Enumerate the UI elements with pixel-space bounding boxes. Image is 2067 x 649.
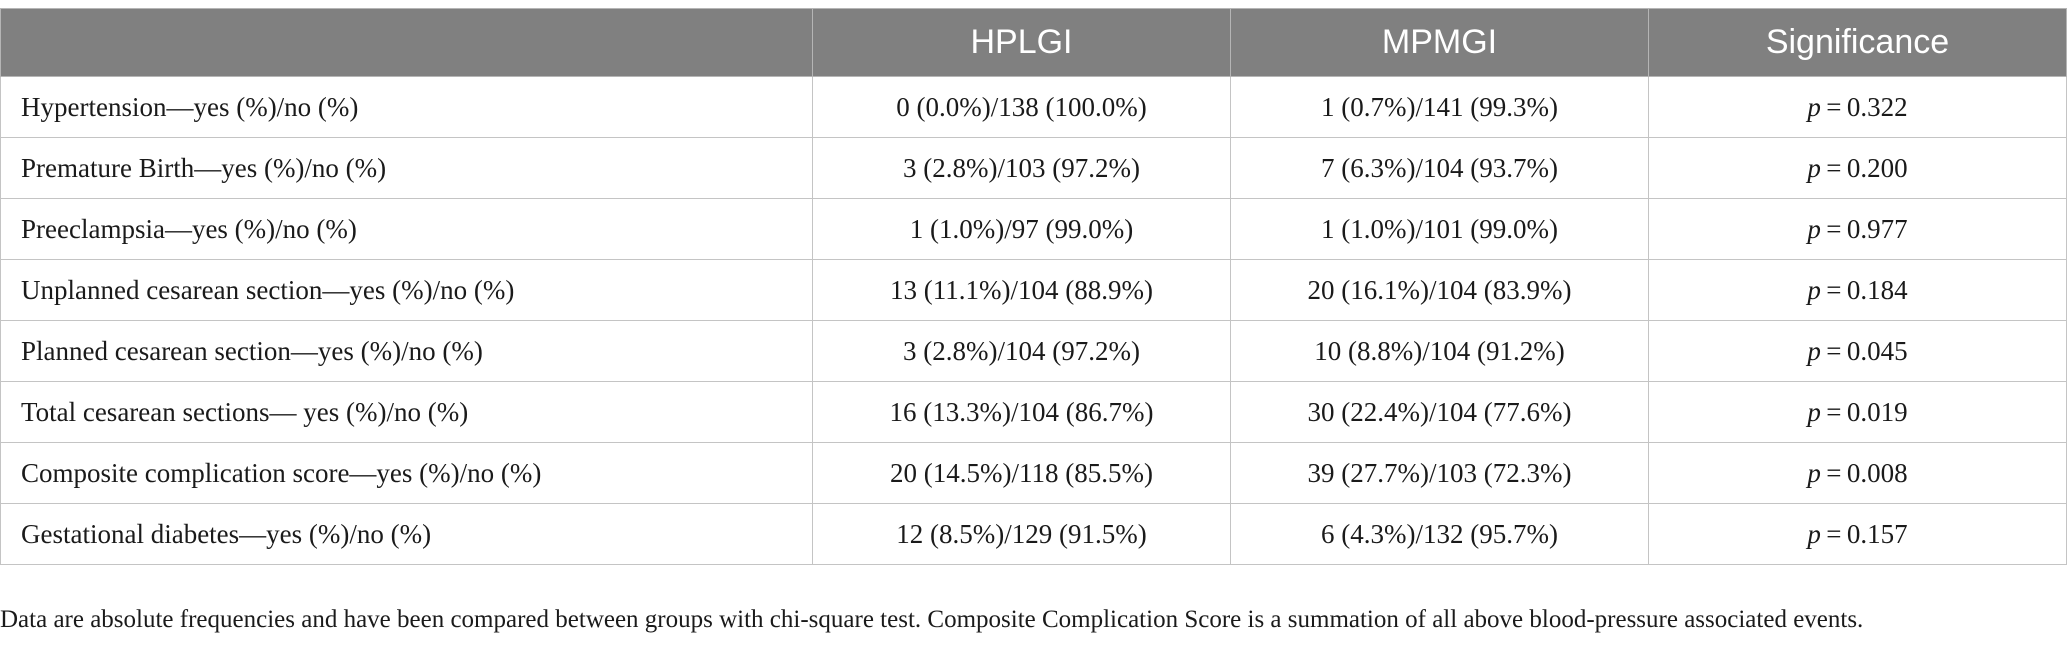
header-cell-label: [0, 8, 813, 77]
table-body: Hypertension—yes (%)/no (%) 0 (0.0%)/138…: [0, 76, 2067, 565]
hplgi-cell: 0 (0.0%)/138 (100.0%): [812, 76, 1231, 138]
table-row: Composite complication score—yes (%)/no …: [0, 442, 2067, 504]
p-symbol: p: [1807, 274, 1821, 305]
header-cell-significance: Significance: [1648, 8, 2067, 77]
header-row: HPLGI MPMGI Significance: [0, 8, 2067, 77]
significance-cell: p = 0.008: [1648, 442, 2067, 504]
mpmgi-cell: 10 (8.8%)/104 (91.2%): [1230, 320, 1649, 382]
mpmgi-cell: 7 (6.3%)/104 (93.7%): [1230, 137, 1649, 199]
hplgi-cell: 3 (2.8%)/104 (97.2%): [812, 320, 1231, 382]
significance-cell: p = 0.157: [1648, 503, 2067, 565]
p-symbol: p: [1807, 213, 1821, 244]
p-value: = 0.008: [1820, 457, 1908, 488]
data-table-container: HPLGI MPMGI Significance Hypertension—ye…: [0, 8, 2067, 565]
table-row: Total cesarean sections— yes (%)/no (%) …: [0, 381, 2067, 443]
table-row: Premature Birth—yes (%)/no (%) 3 (2.8%)/…: [0, 137, 2067, 199]
p-value: = 0.157: [1820, 518, 1908, 549]
table-row: Hypertension—yes (%)/no (%) 0 (0.0%)/138…: [0, 76, 2067, 138]
p-value: = 0.977: [1820, 213, 1908, 244]
p-value: = 0.200: [1820, 152, 1908, 183]
p-symbol: p: [1807, 457, 1821, 488]
table-row: Preeclampsia—yes (%)/no (%) 1 (1.0%)/97 …: [0, 198, 2067, 260]
hplgi-cell: 1 (1.0%)/97 (99.0%): [812, 198, 1231, 260]
significance-cell: p = 0.045: [1648, 320, 2067, 382]
row-label: Planned cesarean section—yes (%)/no (%): [0, 320, 813, 382]
mpmgi-cell: 20 (16.1%)/104 (83.9%): [1230, 259, 1649, 321]
table-header: HPLGI MPMGI Significance: [0, 8, 2067, 77]
hplgi-cell: 13 (11.1%)/104 (88.9%): [812, 259, 1231, 321]
mpmgi-cell: 1 (1.0%)/101 (99.0%): [1230, 198, 1649, 260]
row-label: Preeclampsia—yes (%)/no (%): [0, 198, 813, 260]
row-label: Premature Birth—yes (%)/no (%): [0, 137, 813, 199]
p-value: = 0.019: [1820, 396, 1908, 427]
p-value: = 0.184: [1820, 274, 1908, 305]
table-row: Gestational diabetes—yes (%)/no (%) 12 (…: [0, 503, 2067, 565]
p-symbol: p: [1807, 91, 1821, 122]
header-cell-mpmgi: MPMGI: [1230, 8, 1649, 77]
p-value: = 0.322: [1820, 91, 1908, 122]
mpmgi-cell: 39 (27.7%)/103 (72.3%): [1230, 442, 1649, 504]
data-table: HPLGI MPMGI Significance Hypertension—ye…: [0, 8, 2067, 565]
row-label: Total cesarean sections— yes (%)/no (%): [0, 381, 813, 443]
hplgi-cell: 16 (13.3%)/104 (86.7%): [812, 381, 1231, 443]
p-symbol: p: [1807, 152, 1821, 183]
mpmgi-cell: 30 (22.4%)/104 (77.6%): [1230, 381, 1649, 443]
row-label: Gestational diabetes—yes (%)/no (%): [0, 503, 813, 565]
significance-cell: p = 0.200: [1648, 137, 2067, 199]
significance-cell: p = 0.977: [1648, 198, 2067, 260]
p-symbol: p: [1807, 518, 1821, 549]
hplgi-cell: 20 (14.5%)/118 (85.5%): [812, 442, 1231, 504]
table-row: Unplanned cesarean section—yes (%)/no (%…: [0, 259, 2067, 321]
row-label: Hypertension—yes (%)/no (%): [0, 76, 813, 138]
row-label: Unplanned cesarean section—yes (%)/no (%…: [0, 259, 813, 321]
p-value: = 0.045: [1820, 335, 1908, 366]
p-symbol: p: [1807, 335, 1821, 366]
hplgi-cell: 12 (8.5%)/129 (91.5%): [812, 503, 1231, 565]
hplgi-cell: 3 (2.8%)/103 (97.2%): [812, 137, 1231, 199]
row-label: Composite complication score—yes (%)/no …: [0, 442, 813, 504]
significance-cell: p = 0.184: [1648, 259, 2067, 321]
table-row: Planned cesarean section—yes (%)/no (%) …: [0, 320, 2067, 382]
p-symbol: p: [1807, 396, 1821, 427]
mpmgi-cell: 1 (0.7%)/141 (99.3%): [1230, 76, 1649, 138]
significance-cell: p = 0.019: [1648, 381, 2067, 443]
header-cell-hplgi: HPLGI: [812, 8, 1231, 77]
mpmgi-cell: 6 (4.3%)/132 (95.7%): [1230, 503, 1649, 565]
table-footnote: Data are absolute frequencies and have b…: [0, 606, 1864, 633]
significance-cell: p = 0.322: [1648, 76, 2067, 138]
